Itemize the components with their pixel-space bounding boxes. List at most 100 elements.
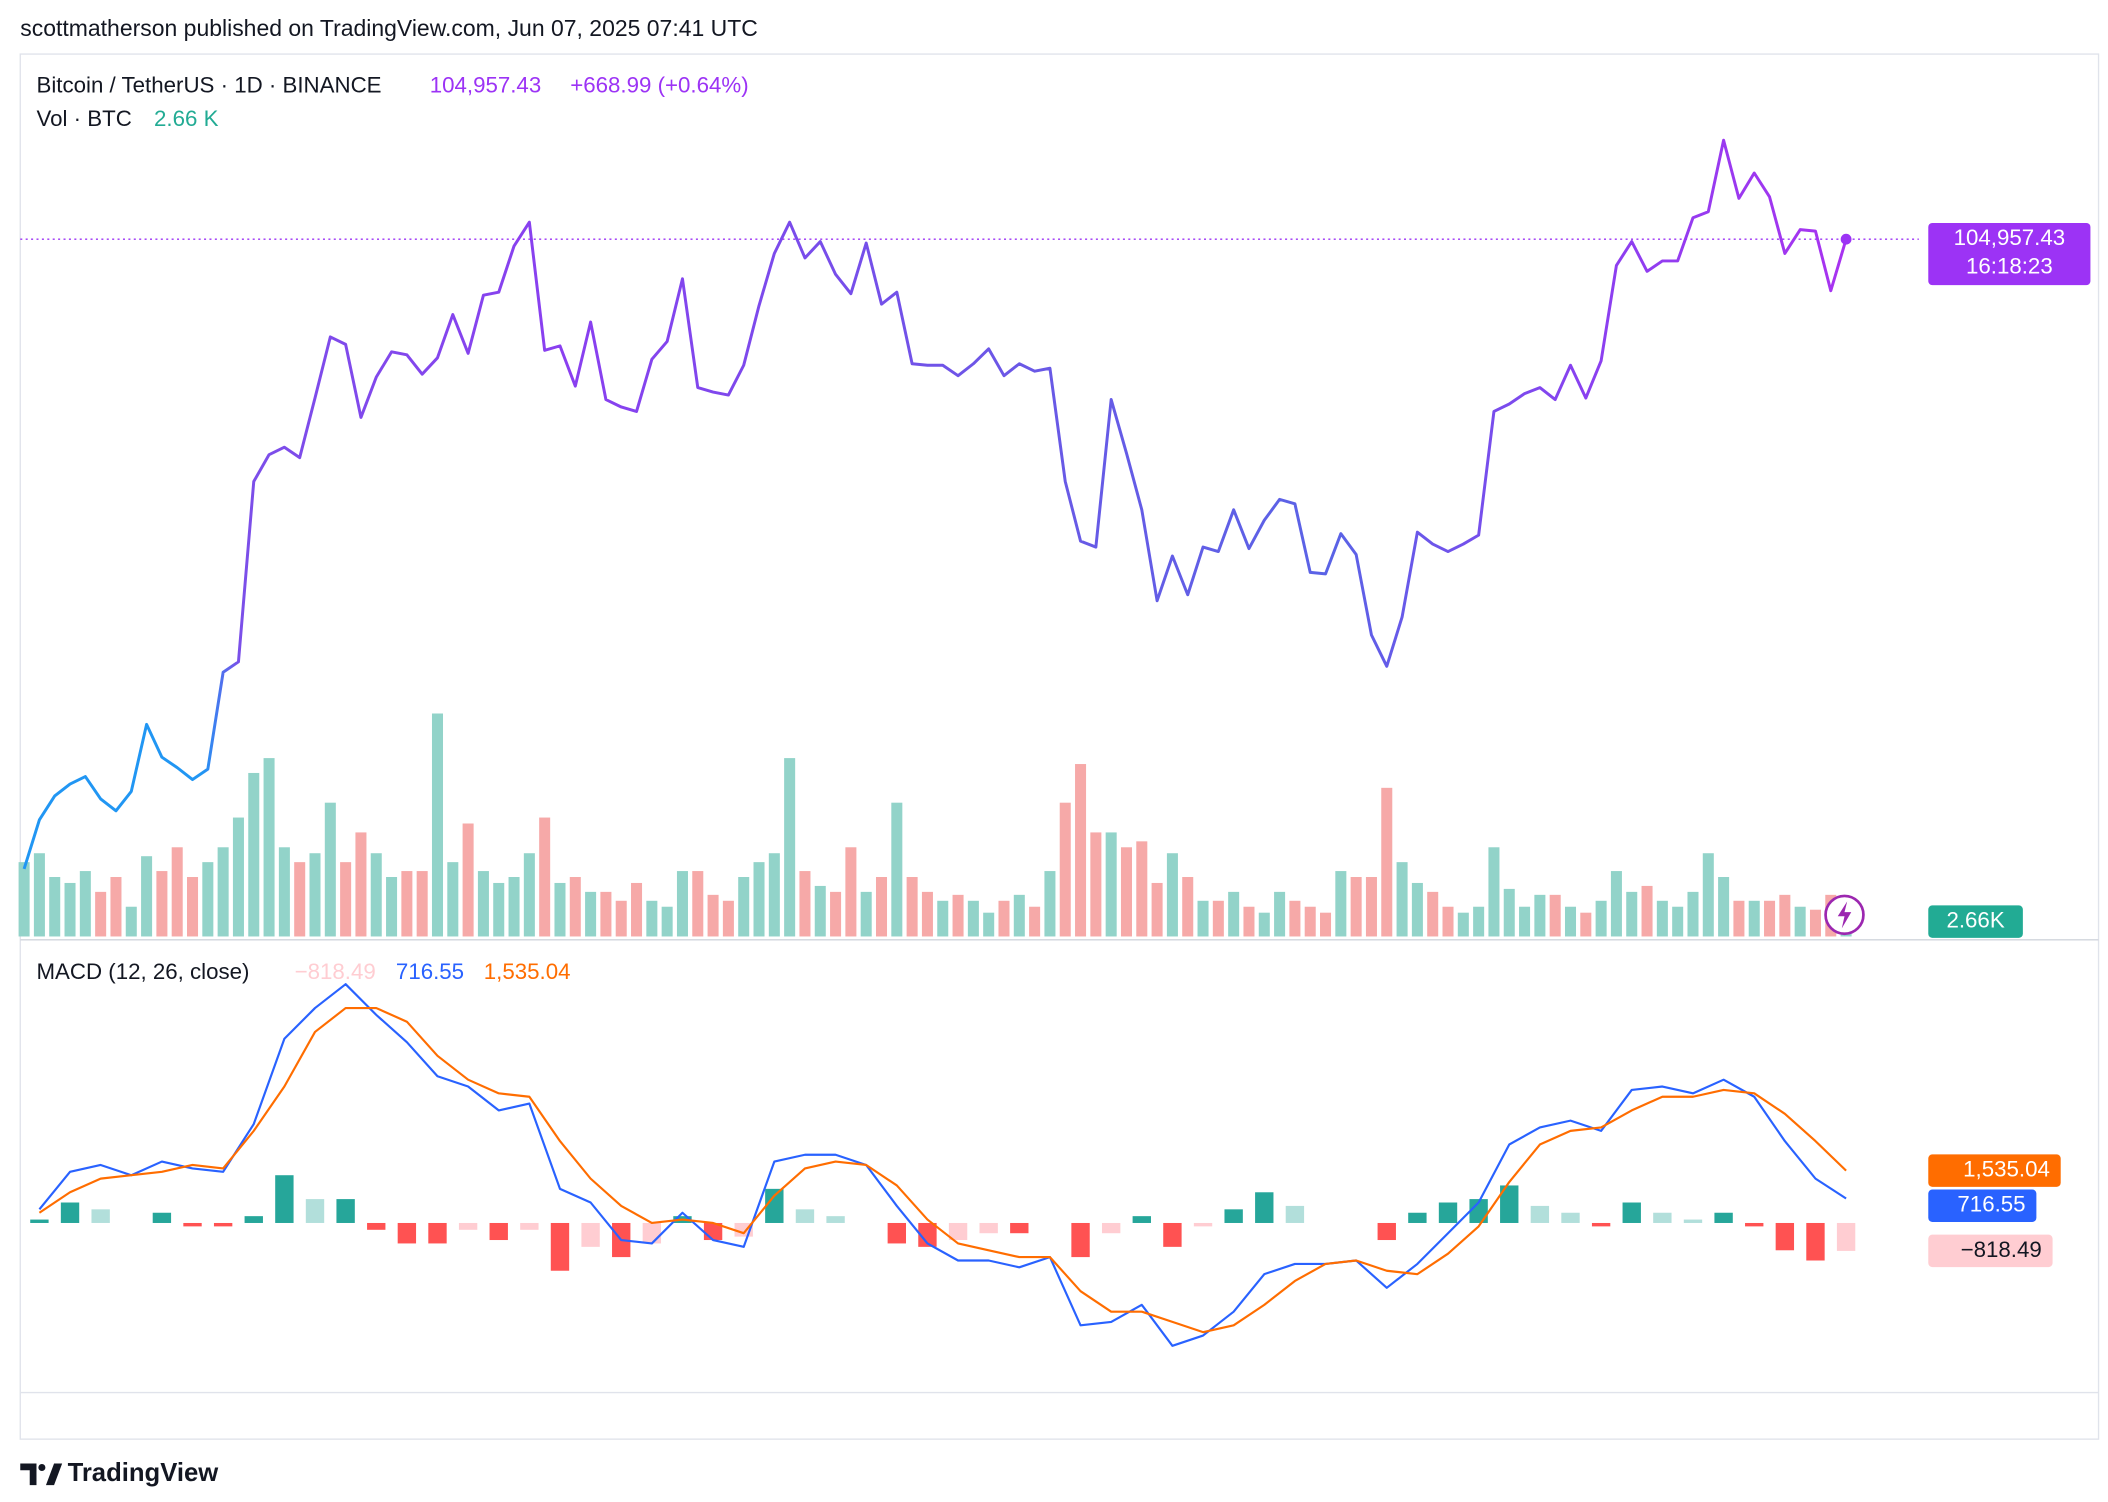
histogram-bar [1775, 1222, 1795, 1251]
histogram-bar [60, 1202, 80, 1223]
volume-bar [1197, 900, 1209, 937]
value-tag [1928, 1154, 2061, 1187]
volume-bar [477, 871, 489, 937]
volume-bar [1809, 909, 1821, 937]
volume-bar [1258, 912, 1270, 937]
volume-bar [1702, 853, 1714, 937]
volume-bar [1059, 802, 1071, 937]
histogram-bar [1193, 1222, 1213, 1227]
volume-bar [1335, 871, 1347, 937]
histogram-bar [1071, 1222, 1090, 1258]
histogram-bar [550, 1222, 570, 1271]
value-tag [1928, 1189, 2037, 1222]
histogram-bar [1010, 1222, 1029, 1234]
macd-line [38, 1006, 1847, 1334]
volume-bar [1090, 832, 1102, 937]
volume-bar [1656, 900, 1668, 937]
volume-bar [631, 882, 643, 937]
volume-bar [830, 891, 842, 937]
volume-bar [1610, 871, 1622, 937]
histogram-bar [642, 1222, 662, 1244]
volume-bar [1564, 906, 1577, 937]
volume-bar [1381, 787, 1393, 937]
volume-bar [125, 906, 137, 937]
volume-bar [95, 891, 107, 937]
volume-bar [1289, 900, 1301, 937]
volume-bar [1687, 891, 1699, 937]
histogram-bar [765, 1188, 784, 1223]
legend-change: +668.99 (+0.64%) [570, 72, 748, 97]
volume-bar [79, 871, 91, 937]
legend-last-price: 104,957.43 [430, 72, 542, 97]
histogram-bar [183, 1222, 202, 1227]
volume-bar [33, 853, 45, 937]
price-tag-label: 104,957.43 [1954, 225, 2066, 250]
volume-bar [340, 862, 352, 937]
volume-bar [1626, 891, 1638, 937]
volume-bar [1718, 877, 1730, 937]
volume-bar [294, 862, 306, 937]
volume-bar [615, 900, 627, 937]
volume-bar [676, 871, 688, 937]
histogram-bar [1255, 1192, 1274, 1223]
volume-bar [1442, 906, 1454, 937]
volume-bar [156, 871, 168, 937]
volume-bar [1243, 906, 1255, 937]
volume-bar [1549, 894, 1561, 937]
volume-bar [1350, 877, 1362, 937]
volume-bar [1473, 906, 1485, 937]
histogram-bar [275, 1175, 294, 1223]
volume-bar [447, 862, 459, 937]
volume-bar [401, 871, 413, 937]
volume-bar [1151, 882, 1163, 937]
volume-bar [906, 877, 918, 937]
volume-bar [1672, 906, 1684, 937]
volume-bar [661, 906, 673, 937]
publish-header: scottmatherson published on TradingView.… [20, 15, 758, 41]
volume-bar [860, 891, 872, 937]
histogram-bar [458, 1222, 478, 1230]
volume-bar [814, 885, 826, 937]
volume-bar [875, 877, 888, 937]
volume-bar [784, 758, 796, 937]
volume-bar [1488, 847, 1500, 937]
volume-bar [232, 817, 244, 937]
volume-bar [49, 877, 61, 937]
tradingview-logo [20, 1463, 63, 1486]
histogram-bar [213, 1222, 233, 1227]
volume-bar [202, 862, 214, 937]
histogram-bar [1653, 1212, 1672, 1223]
legend-macd-value: 716.55 [396, 959, 464, 984]
volume-bar [462, 823, 474, 937]
volume-bar [18, 862, 30, 937]
labels-layer: scottmatherson published on TradingView.… [20, 15, 2065, 1487]
marks-layer [18, 138, 2091, 1347]
price-tag [1928, 222, 2091, 286]
volume-bar [370, 853, 382, 937]
macd-line [38, 983, 1847, 1347]
legend-symbol: Bitcoin / TetherUS · 1D · BINANCE [36, 72, 381, 97]
volume-bar [1503, 888, 1515, 937]
alert-icon[interactable] [1824, 894, 1865, 936]
volume-bar [1580, 912, 1592, 937]
histogram-bar [489, 1222, 508, 1241]
volume-bar [1595, 900, 1607, 937]
histogram-bar [1132, 1216, 1151, 1223]
histogram-bar [1408, 1212, 1427, 1223]
histogram-bar [1285, 1205, 1305, 1223]
volume-bar [1228, 891, 1240, 937]
volume-bar [217, 847, 229, 937]
histogram-bar [397, 1222, 417, 1244]
histogram-bar [1500, 1185, 1519, 1223]
histogram-bar [887, 1222, 907, 1244]
volume-bar [1304, 906, 1316, 937]
histogram-bar [1714, 1212, 1733, 1223]
last-price-dot [1840, 233, 1852, 245]
volume-bar [937, 900, 949, 937]
volume-bar [707, 894, 719, 937]
volume-bar [891, 802, 903, 937]
volume-bar [738, 877, 750, 937]
volume-bar [1029, 906, 1041, 937]
